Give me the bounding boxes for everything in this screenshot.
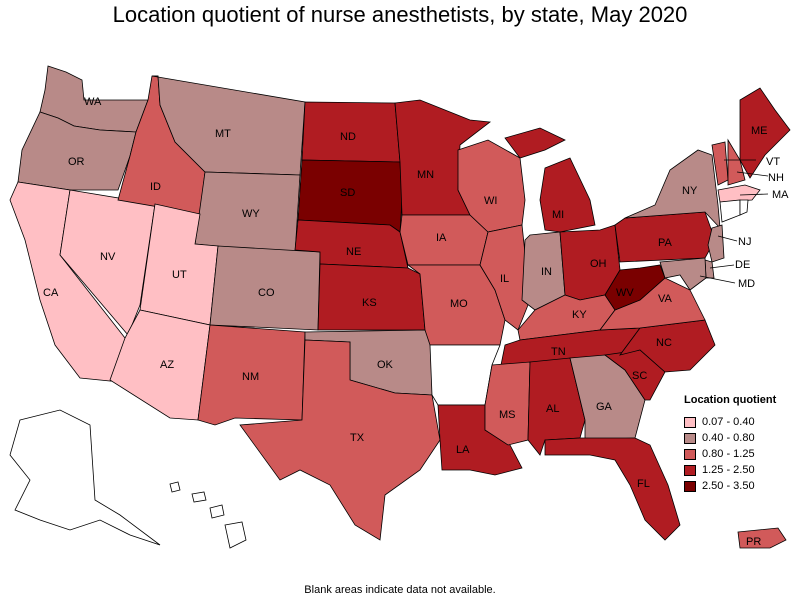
label-wi: WI <box>484 195 497 207</box>
state-ak <box>9 409 161 546</box>
label-in: IN <box>541 266 552 278</box>
label-me: ME <box>751 125 768 137</box>
legend-swatch <box>684 464 696 476</box>
label-ok: OK <box>377 359 394 371</box>
state-ny <box>624 149 721 230</box>
legend-label: 0.07 - 0.40 <box>702 416 755 428</box>
label-wa: WA <box>84 96 102 108</box>
label-wv: WV <box>616 287 634 299</box>
state-hi-4 <box>224 521 247 549</box>
legend-swatch <box>684 416 696 428</box>
label-mi: MI <box>552 209 564 221</box>
label-co: CO <box>258 287 275 299</box>
label-sc: SC <box>632 370 647 382</box>
legend-label: 0.80 - 1.25 <box>702 448 755 460</box>
label-pa: PA <box>658 237 673 249</box>
label-nm: NM <box>242 371 259 383</box>
state-ct <box>719 199 741 223</box>
legend-swatch <box>684 432 696 444</box>
label-nc: NC <box>656 337 672 349</box>
label-oh: OH <box>590 258 607 270</box>
label-ia: IA <box>436 232 447 244</box>
state-pr <box>737 527 787 549</box>
label-tx: TX <box>350 432 365 444</box>
legend-item: 1.25 - 2.50 <box>684 462 796 478</box>
legend-item: 0.07 - 0.40 <box>684 414 796 430</box>
label-or: OR <box>68 156 85 168</box>
label-la: LA <box>456 444 470 456</box>
label-nh: NH <box>768 172 784 184</box>
label-sd: SD <box>340 187 355 199</box>
state-ms <box>484 361 531 446</box>
state-il <box>479 224 531 331</box>
state-mi <box>504 127 596 233</box>
label-mt: MT <box>215 128 231 140</box>
label-ks: KS <box>362 297 377 309</box>
legend: Location quotient 0.07 - 0.40 0.40 - 0.8… <box>684 394 796 494</box>
label-pr: PR <box>746 536 761 548</box>
state-ri <box>739 199 749 216</box>
state-ma <box>717 184 761 203</box>
label-ne: NE <box>346 246 361 258</box>
legend-item: 0.80 - 1.25 <box>684 446 796 462</box>
label-az: AZ <box>160 359 174 371</box>
state-tx <box>239 339 441 541</box>
label-va: VA <box>658 293 673 305</box>
state-me <box>739 87 791 179</box>
state-md <box>659 257 707 291</box>
legend-label: 2.50 - 3.50 <box>702 480 755 492</box>
label-mn: MN <box>417 169 434 181</box>
legend-label: 1.25 - 2.50 <box>702 464 755 476</box>
legend-item: 2.50 - 3.50 <box>684 478 796 494</box>
label-ms: MS <box>499 409 516 421</box>
label-ky: KY <box>572 309 587 321</box>
legend-swatch <box>684 480 696 492</box>
state-hi-3 <box>209 504 225 519</box>
label-ga: GA <box>596 401 613 413</box>
state-fl <box>544 437 681 541</box>
label-mo: MO <box>450 298 468 310</box>
label-al: AL <box>546 403 559 415</box>
label-tn: TN <box>551 346 566 358</box>
label-de: DE <box>735 259 750 271</box>
state-wv <box>604 264 666 311</box>
label-vt: VT <box>766 156 780 168</box>
legend-title: Location quotient <box>684 394 777 406</box>
label-wy: WY <box>242 208 260 220</box>
footnote: Blank areas indicate data not available. <box>304 584 496 596</box>
label-nv: NV <box>100 251 116 263</box>
map-title: Location quotient of nurse anesthetists,… <box>112 2 688 27</box>
label-nd: ND <box>340 131 356 143</box>
legend-swatch <box>684 448 696 460</box>
label-leader-lines <box>699 159 769 284</box>
state-hi-1 <box>169 481 181 493</box>
label-md: MD <box>738 278 755 290</box>
state-de <box>704 259 715 279</box>
label-ny: NY <box>682 185 698 197</box>
label-nj: NJ <box>738 236 751 248</box>
state-nh <box>727 138 746 186</box>
label-fl: FL <box>637 478 650 490</box>
label-ma: MA <box>772 189 789 201</box>
legend-label: 0.40 - 0.80 <box>702 432 755 444</box>
label-ca: CA <box>43 287 59 299</box>
label-id: ID <box>150 181 161 193</box>
state-hi-2 <box>191 491 207 503</box>
label-il: IL <box>500 273 509 285</box>
label-ut: UT <box>172 269 187 281</box>
state-nj <box>707 224 725 263</box>
legend-item: 0.40 - 0.80 <box>684 430 796 446</box>
